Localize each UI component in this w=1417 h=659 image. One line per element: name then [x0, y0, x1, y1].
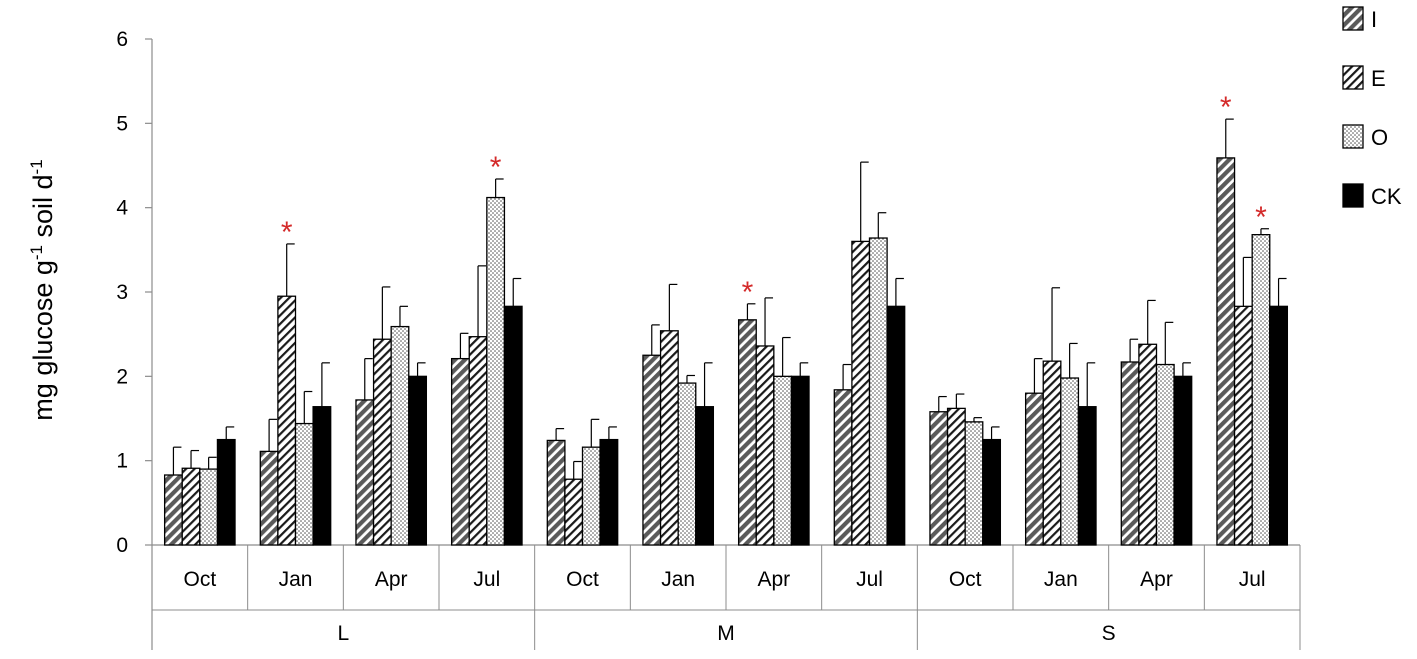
bar: [564, 478, 584, 546]
significance-star: *: [281, 216, 293, 249]
bar: [755, 345, 775, 546]
legend-label: CK: [1371, 184, 1402, 209]
bar: [259, 450, 279, 546]
bar: [659, 330, 679, 546]
bars-layer: [163, 118, 1289, 546]
legend-swatch: [1342, 6, 1364, 31]
x-tick-label: Jul: [1239, 568, 1266, 591]
x-tick-label: Apr: [1140, 568, 1173, 591]
y-axis-label-unit: mg glucose g: [28, 260, 58, 421]
bar: [277, 295, 297, 546]
bar: [868, 237, 888, 546]
bar: [468, 336, 488, 546]
bar: [1077, 406, 1097, 546]
bar: [851, 240, 871, 546]
x-tick-label: Jan: [1044, 568, 1078, 591]
bar: [1216, 157, 1236, 546]
legend-label: I: [1371, 7, 1377, 32]
y-tick-label: 2: [116, 365, 128, 388]
bar: [1060, 377, 1080, 546]
bar: [372, 338, 392, 546]
y-tick-label: 1: [116, 450, 128, 473]
bar: [773, 375, 793, 546]
bar: [1269, 305, 1289, 546]
bar: [408, 375, 428, 546]
bar: [642, 354, 662, 546]
y-axis-label-exponent: -1: [27, 245, 46, 260]
bar: [181, 467, 201, 546]
bar: [964, 421, 984, 546]
x-tick-label: Oct: [183, 568, 216, 591]
group-label: L: [337, 622, 349, 645]
x-tick-label: Jan: [661, 568, 695, 591]
bar: [790, 375, 810, 546]
bar: [1233, 305, 1253, 546]
bar: [1024, 392, 1044, 546]
bar: [677, 382, 697, 546]
labels-layer: 0 1 2 3 4 5 6 Oct Jan Apr Jul L Oct Jan Apr Jul M Oct Jan A…: [116, 28, 1267, 645]
legend: I E O CK: [1342, 6, 1402, 209]
y-axis-label-unit-2: soil d: [28, 174, 58, 245]
bar: [929, 411, 949, 546]
bar: [1251, 234, 1271, 546]
bar: [599, 438, 619, 546]
bar: [486, 196, 506, 546]
y-axis-label: mg glucose g-1 soil d-1: [27, 159, 58, 420]
x-tick-label: Apr: [757, 568, 790, 591]
x-tick-label: Oct: [949, 568, 982, 591]
bar: [695, 406, 715, 546]
bar: [1155, 363, 1175, 546]
x-tick-label: Jan: [279, 568, 313, 591]
axes-layer: [145, 38, 1301, 650]
x-tick-label: Apr: [375, 568, 408, 591]
bar: [1120, 361, 1140, 546]
bar: [982, 438, 1002, 546]
bar: [216, 438, 236, 546]
bar: [1138, 343, 1158, 546]
significance-star: *: [742, 276, 754, 309]
x-tick-label: Jul: [473, 568, 500, 591]
bar: [355, 399, 375, 546]
legend-swatch: [1342, 124, 1364, 149]
legend-label: O: [1371, 125, 1388, 150]
bar: [199, 468, 219, 546]
bar: [886, 305, 906, 546]
significance-star: *: [490, 151, 502, 184]
group-label: M: [717, 622, 735, 645]
bar: [163, 474, 183, 546]
y-tick-label: 3: [116, 281, 128, 304]
legend-swatch: [1342, 183, 1364, 208]
bar: [1173, 375, 1193, 546]
x-tick-label: Jul: [856, 568, 883, 591]
y-tick-label: 5: [116, 112, 128, 135]
bar: [833, 389, 853, 546]
x-tick-label: Oct: [566, 568, 599, 591]
y-axis-label-exponent-2: -1: [27, 159, 46, 174]
bar: [737, 319, 757, 546]
bar: [1042, 360, 1062, 546]
bar: [581, 446, 601, 546]
y-tick-label: 6: [116, 28, 128, 51]
bar: [450, 357, 470, 546]
legend-label: E: [1371, 66, 1386, 91]
bar: [390, 325, 410, 546]
significance-star: *: [1220, 91, 1232, 124]
y-tick-label: 4: [116, 197, 128, 220]
y-tick-label: 0: [116, 534, 128, 557]
bar: [503, 305, 523, 546]
group-label: S: [1102, 622, 1116, 645]
bar: [294, 422, 314, 546]
bar: [546, 439, 566, 546]
significance-star: *: [1255, 201, 1267, 234]
bar: [946, 407, 966, 546]
legend-swatch: [1342, 65, 1364, 90]
bar: [312, 406, 332, 546]
